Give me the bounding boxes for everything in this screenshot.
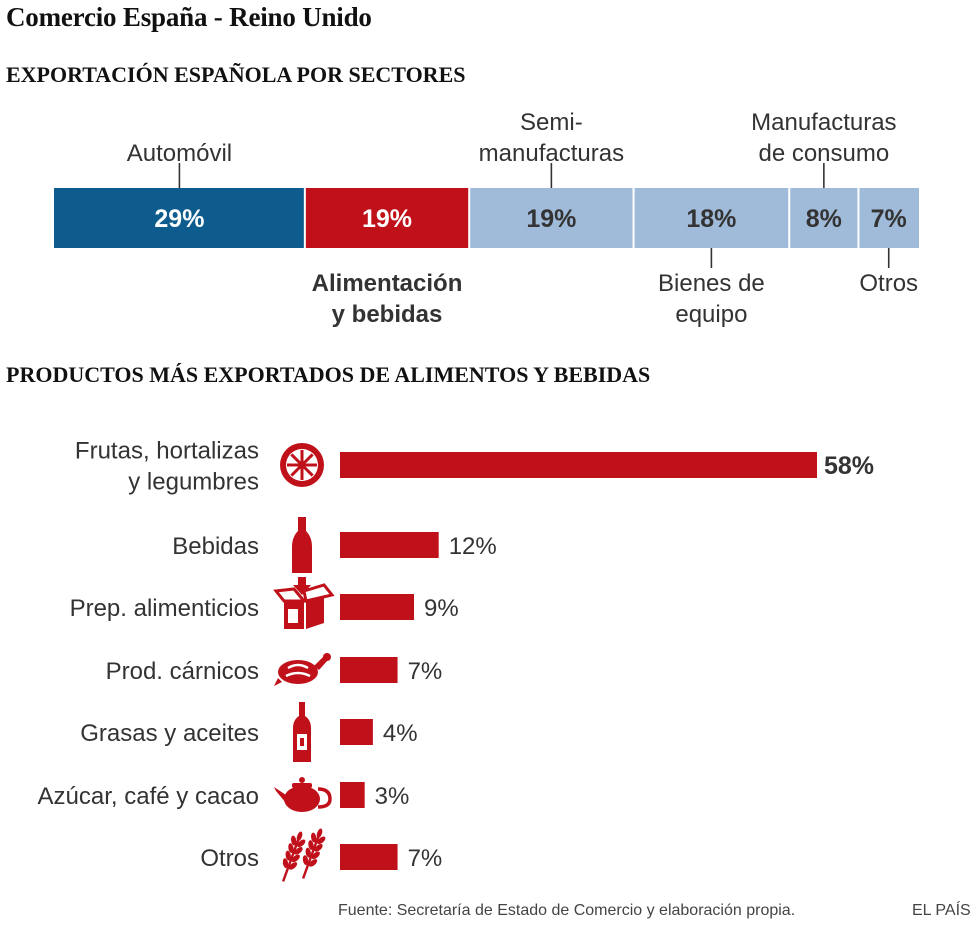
teapot-icon <box>274 777 332 812</box>
sector-label: Automóvil <box>127 140 232 167</box>
sector-value-label: 7% <box>871 205 907 233</box>
sector-segment <box>469 188 634 248</box>
oil-bottle-icon <box>293 702 311 762</box>
sector-value-label: 8% <box>806 205 842 233</box>
sector-label: Otros <box>859 270 918 297</box>
sector-segment <box>633 188 790 248</box>
sector-segment <box>304 188 470 248</box>
product-bar <box>340 844 398 870</box>
product-label: Azúcar, café y cacao <box>38 783 259 810</box>
product-label: y legumbres <box>128 469 259 496</box>
sector-label: Semi- <box>520 109 583 136</box>
sector-label: equipo <box>675 301 747 328</box>
wheat-icon <box>281 828 326 882</box>
product-value-label: 7% <box>408 658 443 685</box>
sector-segment <box>858 188 919 248</box>
product-value-label: 7% <box>408 845 443 872</box>
product-bar <box>340 782 365 808</box>
sector-label: Alimentación <box>312 270 463 297</box>
product-value-label: 58% <box>824 452 874 480</box>
product-label: Otros <box>200 845 259 872</box>
roast-chicken-icon <box>274 653 331 686</box>
chart-title: Comercio España - Reino Unido <box>6 2 372 32</box>
product-value-label: 9% <box>424 595 459 622</box>
sector-segment <box>789 188 859 248</box>
sector-value-label: 19% <box>526 205 576 233</box>
product-label: Prod. cárnicos <box>106 658 259 685</box>
product-bar <box>340 452 817 478</box>
product-bar <box>340 719 373 745</box>
sector-label: manufacturas <box>479 140 624 167</box>
product-label: Frutas, hortalizas <box>75 438 259 465</box>
product-value-label: 12% <box>449 533 497 560</box>
products-section-title: PRODUCTOS MÁS EXPORTADOS DE ALIMENTOS Y … <box>6 362 651 387</box>
source-note: Fuente: Secretaría de Estado de Comercio… <box>338 902 796 919</box>
product-label: Grasas y aceites <box>80 720 259 747</box>
citrus-icon <box>280 443 324 487</box>
product-value-label: 4% <box>383 720 418 747</box>
sector-value-label: 29% <box>154 205 204 233</box>
sector-label: Manufacturas <box>751 109 896 136</box>
product-bar <box>340 594 415 620</box>
product-label: Bebidas <box>172 533 259 560</box>
product-label: Prep. alimenticios <box>70 595 259 622</box>
product-bar <box>340 532 439 558</box>
sector-label: Bienes de <box>658 270 765 297</box>
bottle-icon <box>292 517 312 573</box>
sector-value-label: 18% <box>686 205 736 233</box>
sectors-section-title: EXPORTACIÓN ESPAÑOLA POR SECTORES <box>6 62 466 87</box>
sector-value-label: 19% <box>362 205 412 233</box>
sector-segment <box>54 188 305 248</box>
box-icon <box>273 577 335 629</box>
brand-label: EL PAÍS <box>912 902 971 919</box>
sector-label: y bebidas <box>332 301 443 328</box>
product-value-label: 3% <box>375 783 410 810</box>
sector-label: de consumo <box>758 140 889 167</box>
product-bar <box>340 657 398 683</box>
